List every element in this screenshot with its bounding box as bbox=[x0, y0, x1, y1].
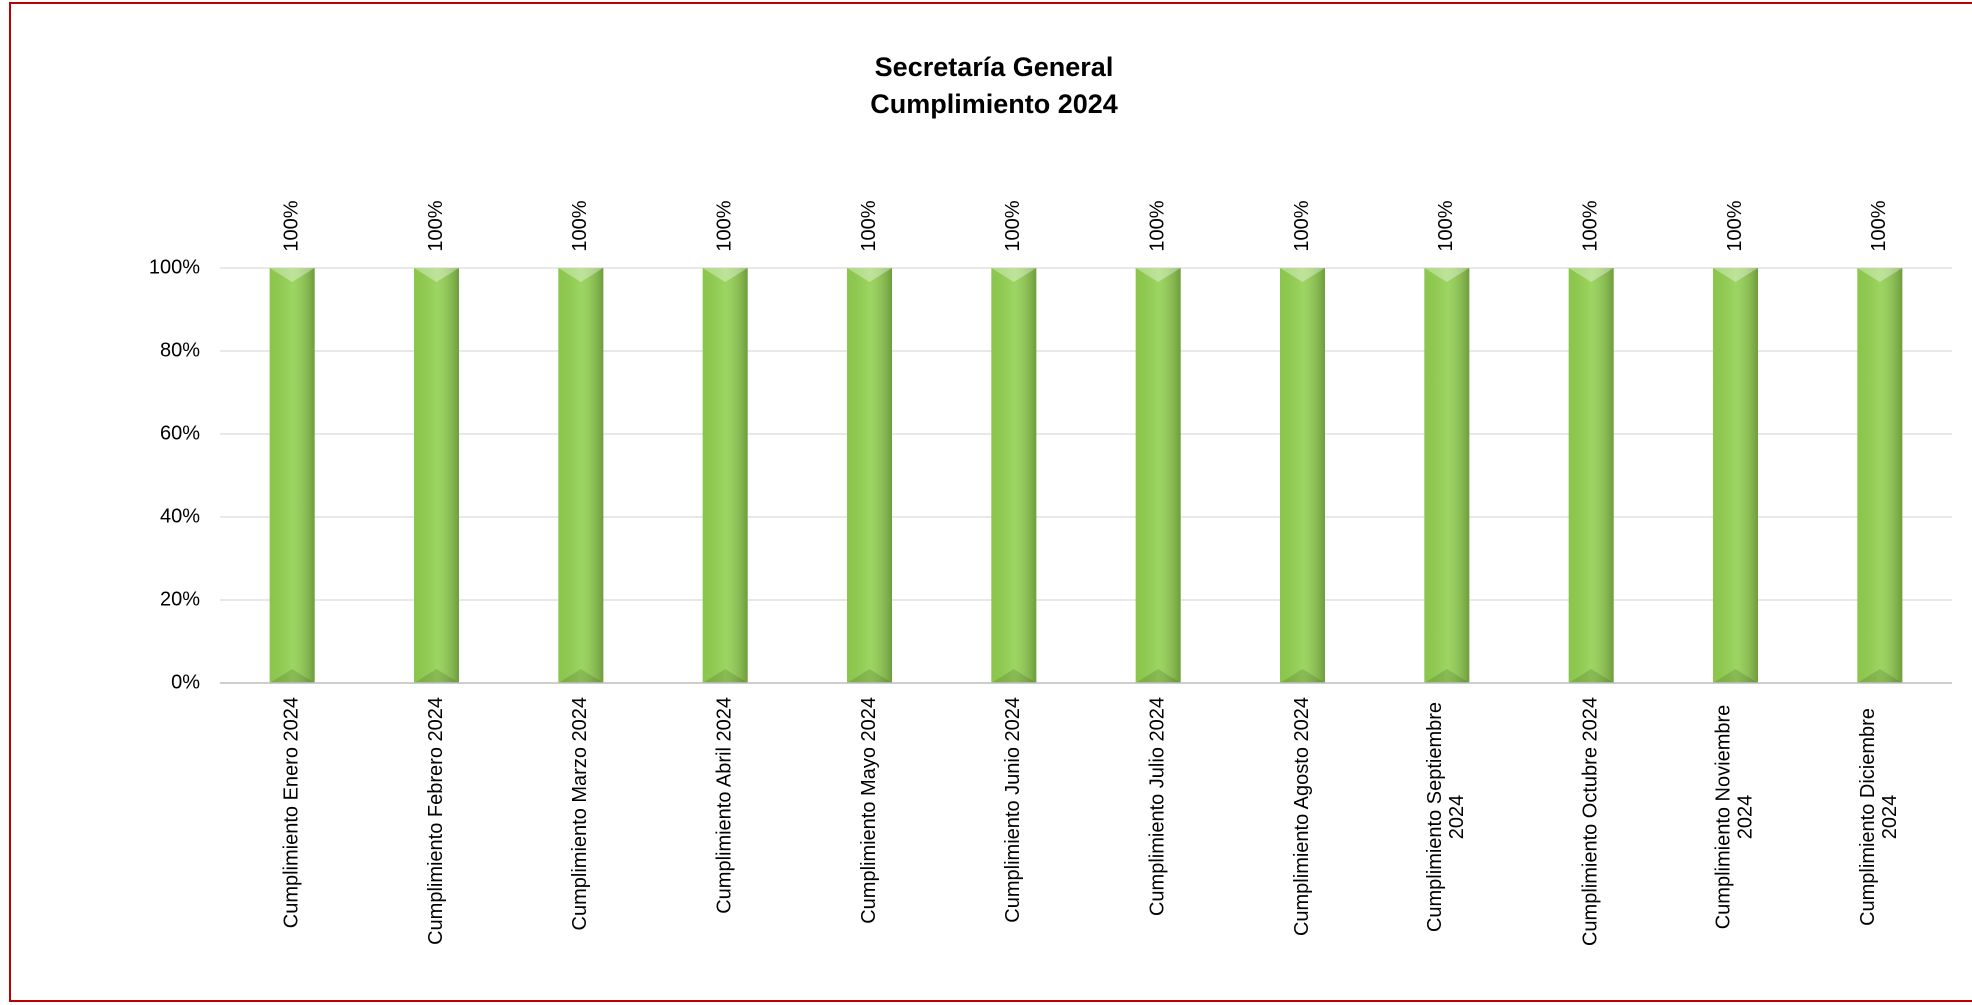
bar-shade bbox=[1424, 268, 1470, 683]
bar-bevel bbox=[269, 669, 315, 683]
y-tick-label: 100% bbox=[149, 256, 200, 278]
data-label: 100% bbox=[280, 200, 302, 251]
x-tick-label-line: Cumplimiento Diciembre bbox=[1857, 708, 1879, 926]
data-label: 100% bbox=[1291, 200, 1313, 251]
y-tick-label: 0% bbox=[171, 671, 200, 693]
x-tick-label: Cumplimiento Marzo 2024 bbox=[569, 697, 591, 930]
bar-bevel bbox=[558, 268, 604, 282]
bar-bevel bbox=[269, 268, 315, 282]
data-label: 100% bbox=[1724, 200, 1746, 251]
x-tick-label-line: 2024 bbox=[1446, 795, 1468, 840]
bar-bevel bbox=[702, 268, 748, 282]
bar-bevel bbox=[1280, 268, 1325, 282]
data-label: 100% bbox=[1435, 200, 1457, 251]
bar-shade bbox=[991, 268, 1037, 683]
data-label: 100% bbox=[858, 200, 880, 251]
bar-bevel bbox=[1713, 268, 1758, 282]
bar-bevel bbox=[1135, 669, 1181, 683]
x-tick-label: Cumplimiento Abril 2024 bbox=[713, 697, 735, 914]
x-tick-label-line: Cumplimiento Septiembre bbox=[1424, 702, 1446, 932]
bar-shade bbox=[1713, 268, 1758, 683]
bar-shade bbox=[702, 268, 748, 683]
bar-bevel bbox=[1568, 669, 1614, 683]
x-tick-label: Cumplimiento Diciembre2024 bbox=[1857, 708, 1901, 926]
x-tick-label: Cumplimiento Mayo 2024 bbox=[858, 697, 880, 924]
bar-shade bbox=[1568, 268, 1614, 683]
x-tick-label: Cumplimiento Junio 2024 bbox=[1002, 697, 1024, 923]
y-tick-label: 20% bbox=[160, 588, 200, 610]
x-tick-label-line: 2024 bbox=[1735, 795, 1757, 840]
x-tick-label: Cumplimiento Noviembre2024 bbox=[1713, 705, 1757, 930]
data-label: 100% bbox=[713, 200, 735, 251]
bar-shade bbox=[1857, 268, 1903, 683]
bar-bevel bbox=[991, 669, 1037, 683]
data-label: 100% bbox=[1146, 200, 1168, 251]
bar-shade bbox=[414, 268, 459, 683]
x-tick-label: Cumplimiento Julio 2024 bbox=[1146, 697, 1168, 916]
bar-shade bbox=[1135, 268, 1181, 683]
y-tick-label: 80% bbox=[160, 339, 200, 361]
bar-bevel bbox=[1135, 268, 1181, 282]
bar-bevel bbox=[1857, 268, 1903, 282]
bar-shade bbox=[1280, 268, 1325, 683]
data-label: 100% bbox=[1868, 200, 1890, 251]
x-tick-label: Cumplimiento Agosto 2024 bbox=[1291, 697, 1313, 936]
bar-bevel bbox=[1424, 669, 1470, 683]
x-tick-label: Cumplimiento Enero 2024 bbox=[280, 697, 302, 928]
data-label: 100% bbox=[1579, 200, 1601, 251]
bar-shade bbox=[269, 268, 315, 683]
x-tick-label-line: 2024 bbox=[1879, 795, 1901, 840]
bar-shade bbox=[847, 268, 892, 683]
bar-bevel bbox=[1713, 669, 1758, 683]
frame bbox=[9, 2, 1972, 1002]
y-tick-label: 40% bbox=[160, 505, 200, 527]
bar-bevel bbox=[991, 268, 1037, 282]
bar-bevel bbox=[414, 669, 459, 683]
y-tick-label: 60% bbox=[160, 422, 200, 444]
bar-bevel bbox=[847, 669, 892, 683]
x-tick-label: Cumplimiento Septiembre2024 bbox=[1424, 702, 1468, 932]
bar-shade bbox=[558, 268, 604, 683]
data-label: 100% bbox=[1002, 200, 1024, 251]
bar-bevel bbox=[702, 669, 748, 683]
chart-subtitle: Cumplimiento 2024 bbox=[870, 89, 1118, 119]
bar-bevel bbox=[1568, 268, 1614, 282]
data-label: 100% bbox=[569, 200, 591, 251]
bar-bevel bbox=[847, 268, 892, 282]
bar-bevel bbox=[1424, 268, 1470, 282]
bar-bevel bbox=[558, 669, 604, 683]
x-tick-label-line: Cumplimiento Noviembre bbox=[1713, 705, 1735, 930]
x-tick-label: Cumplimiento Octubre 2024 bbox=[1579, 697, 1601, 946]
data-label: 100% bbox=[425, 200, 447, 251]
x-tick-label: Cumplimiento Febrero 2024 bbox=[425, 697, 447, 945]
bar-bevel bbox=[414, 268, 459, 282]
bar-bevel bbox=[1857, 669, 1903, 683]
bar-bevel bbox=[1280, 669, 1325, 683]
chart-title: Secretaría General bbox=[875, 52, 1114, 82]
